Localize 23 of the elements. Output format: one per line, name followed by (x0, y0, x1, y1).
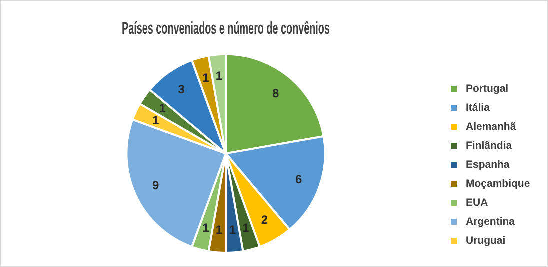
data-label: 1 (152, 113, 160, 128)
legend-label: Uruguai (466, 234, 506, 246)
data-label: 2 (261, 213, 268, 228)
data-label: 1 (202, 220, 210, 235)
legend-label: EUA (466, 196, 488, 208)
chart-title: Países conveniados e número de convênios (122, 18, 330, 38)
data-label: 1 (202, 71, 210, 86)
data-label: 9 (152, 178, 160, 193)
legend-label: Argentina (466, 216, 516, 228)
legend-label: Moçambique (466, 178, 530, 190)
data-label: 1 (229, 223, 236, 238)
legend-label: Finlândia (466, 140, 512, 152)
legend-label: Espanha (466, 158, 510, 170)
data-label: 1 (216, 68, 223, 83)
legend-label: Portugal (466, 82, 509, 94)
data-label: 3 (178, 82, 186, 97)
legend-label: Itália (466, 102, 490, 114)
data-label: 1 (216, 223, 223, 238)
data-label: 1 (242, 220, 250, 235)
data-label: 8 (272, 86, 280, 101)
legend-label: Alemanhã (466, 120, 516, 132)
data-label: 1 (159, 102, 166, 116)
data-label: 6 (295, 172, 302, 187)
